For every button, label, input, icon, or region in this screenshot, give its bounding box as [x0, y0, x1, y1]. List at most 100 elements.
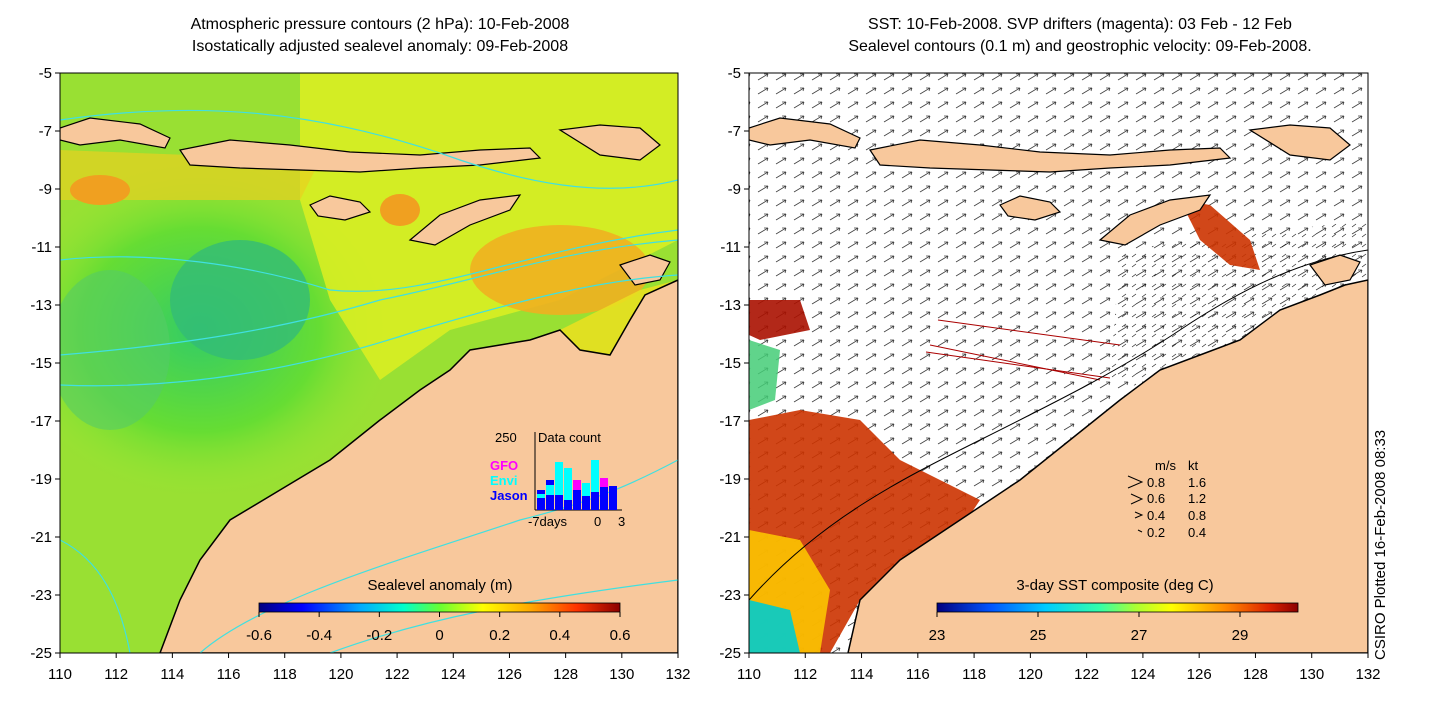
velocity-row2-kt: 1.2 [1188, 491, 1206, 506]
colorbar-label: 25 [1030, 627, 1047, 644]
right-y-tick-label: -9 [728, 181, 741, 198]
left-y-tick-label: -9 [39, 181, 52, 198]
data-count-inset: 250 Data count GFO Envi Jason -7days [490, 430, 625, 529]
right-y-tick-label: -13 [719, 297, 741, 314]
inset-legend-gfo: GFO [490, 458, 518, 473]
left-x-tick-label: 110 [48, 666, 72, 683]
timor-left [408, 194, 522, 246]
right-x-tick-label: 112 [793, 666, 817, 683]
left-title-line2: Isostatically adjusted sealevel anomaly:… [191, 38, 569, 55]
left-y-tick-label: -17 [30, 413, 52, 430]
inset-bars [537, 460, 617, 510]
colorbar-label: -0.2 [366, 627, 392, 644]
left-x-tick-label: 124 [441, 666, 466, 683]
right-title-line2: Sealevel contours (0.1 m) and geostrophi… [848, 38, 1312, 55]
left-x-tick-label: 126 [497, 666, 522, 683]
right-y-tick-label: -23 [719, 587, 741, 604]
velocity-field-dense [1110, 220, 1368, 400]
velocity-legend-header-ms: m/s [1155, 458, 1176, 473]
right-x-tick-label: 124 [1130, 666, 1155, 683]
velocity-arrow-04 [1134, 511, 1144, 519]
left-x-tick-label: 116 [217, 666, 241, 683]
left-x-tick-label: 112 [104, 666, 128, 683]
left-x-tick-label: 128 [553, 666, 578, 683]
left-x-axis: 110 112 114 116 118 120 122 124 126 128 130 132 [48, 653, 691, 683]
tanimbar-right [1248, 124, 1351, 161]
right-colorbar-labels: 23 25 27 29 [929, 612, 1248, 644]
left-map-title: Atmospheric pressure contours (2 hPa): 1… [40, 14, 720, 58]
velocity-row1-ms: 0.8 [1147, 475, 1165, 490]
right-y-axis: -5 -7 -9 -11 -13 -15 -17 -19 -21 -23 -25 [719, 65, 749, 662]
right-x-tick-label: 122 [1074, 666, 1099, 683]
left-y-tick-label: -13 [30, 297, 52, 314]
right-colorbar-title: 3-day SST composite (deg C) [1016, 577, 1213, 594]
left-y-tick-label: -19 [30, 471, 52, 488]
velocity-row3-kt: 0.8 [1188, 508, 1206, 523]
left-y-axis: -5 -7 -9 -11 -13 -15 -17 -19 -21 -23 -25 [30, 65, 60, 662]
right-map-title: SST: 10-Feb-2008. SVP drifters (magenta)… [730, 14, 1430, 58]
velocity-legend-header-kt: kt [1188, 458, 1199, 473]
right-x-tick-label: 128 [1243, 666, 1268, 683]
right-x-tick-label: 120 [1018, 666, 1043, 683]
inset-max-label: 250 [495, 430, 517, 445]
velocity-legend: m/s kt 0.8 1.6 0.6 1.2 0.4 0.8 0.2 0.4 [1127, 458, 1206, 540]
left-y-tick-label: -25 [30, 645, 52, 662]
australia-land-left [159, 279, 678, 653]
left-title-line1: Atmospheric pressure contours (2 hPa): 1… [190, 16, 570, 33]
colorbar-label: -0.6 [246, 627, 272, 644]
left-colorbar: Sealevel anomaly (m) -0.6 -0.4 -0.2 0 0.2 0.4… [246, 577, 630, 644]
left-y-tick-label: -23 [30, 587, 52, 604]
right-y-tick-label: -25 [719, 645, 741, 662]
velocity-row3-ms: 0.4 [1147, 508, 1165, 523]
colorbar-label: 0 [435, 627, 443, 644]
melville-left [619, 254, 671, 286]
right-y-tick-label: -17 [719, 413, 741, 430]
sla-high-east [470, 225, 650, 315]
java-bali-right [749, 117, 861, 149]
right-x-tick-label: 114 [850, 666, 874, 683]
sla-min-core [170, 240, 310, 360]
timor-right [1098, 194, 1212, 246]
sumba-right [999, 195, 1062, 221]
left-x-tick-label: 118 [273, 666, 297, 683]
shelf-contour [749, 249, 1368, 601]
tanimbar-left [558, 124, 661, 161]
velocity-row2-ms: 0.6 [1147, 491, 1165, 506]
right-y-tick-label: -5 [728, 65, 741, 82]
velocity-arrow-02 [1137, 529, 1143, 533]
left-colorbar-title: Sealevel anomaly (m) [367, 577, 512, 594]
right-y-tick-label: -7 [728, 123, 741, 140]
sla-yellow-north [300, 73, 678, 380]
lesser-sunda-right [869, 139, 1232, 173]
left-colorbar-ramp [258, 602, 621, 613]
right-x-tick-label: 130 [1299, 666, 1324, 683]
right-y-tick-label: -15 [719, 355, 741, 372]
colorbar-label: 0.6 [610, 627, 631, 644]
left-y-tick-label: -15 [30, 355, 52, 372]
left-x-tick-label: 122 [385, 666, 410, 683]
sla-high-center [380, 194, 420, 226]
left-x-tick-label: 132 [665, 666, 690, 683]
australia-land-right [847, 279, 1368, 653]
sst-green-patch-west [749, 340, 780, 410]
left-colorbar-labels: -0.6 -0.4 -0.2 0 0.2 0.4 0.6 [246, 612, 630, 644]
java-bali-left [60, 117, 171, 149]
right-x-axis: 110 112 114 116 118 120 122 124 126 128 130 132 [737, 653, 1381, 683]
right-x-tick-label: 126 [1187, 666, 1212, 683]
inset-legend-jason: Jason [490, 488, 528, 503]
right-x-tick-label: 132 [1355, 666, 1380, 683]
right-y-tick-label: -11 [720, 239, 741, 256]
right-x-tick-label: 116 [906, 666, 930, 683]
sumba-left [309, 195, 372, 221]
colorbar-label: 0.2 [489, 627, 510, 644]
velocity-row4-kt: 0.4 [1188, 525, 1206, 540]
right-x-tick-label: 118 [962, 666, 986, 683]
inset-x-label-end: 3 [618, 514, 625, 529]
inset-x-label-zero: 0 [594, 514, 601, 529]
inset-x-label-start: -7days [528, 514, 568, 529]
colorbar-label: 27 [1131, 627, 1148, 644]
left-y-tick-label: -5 [39, 65, 52, 82]
left-y-tick-label: -11 [31, 239, 52, 256]
inset-title: Data count [538, 430, 601, 445]
